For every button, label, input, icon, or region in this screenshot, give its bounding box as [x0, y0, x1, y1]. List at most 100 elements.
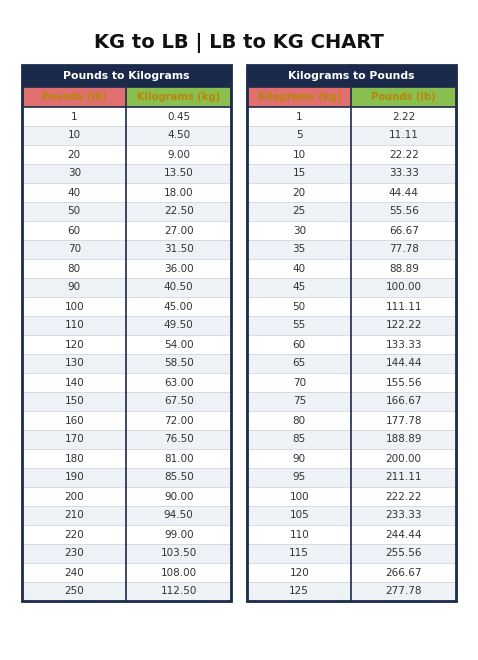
- Text: 85.50: 85.50: [164, 473, 194, 482]
- Text: 67.50: 67.50: [164, 397, 194, 407]
- Text: 90: 90: [68, 282, 81, 292]
- Text: 25: 25: [293, 207, 306, 216]
- Text: 77.78: 77.78: [389, 244, 419, 255]
- Text: 65: 65: [293, 358, 306, 368]
- Text: 230: 230: [65, 548, 84, 558]
- Bar: [351, 87, 456, 107]
- Text: 18.00: 18.00: [164, 187, 194, 197]
- Text: 90: 90: [293, 453, 306, 463]
- Text: 233.33: 233.33: [385, 510, 422, 521]
- Bar: [22, 392, 231, 411]
- Text: 170: 170: [65, 434, 84, 444]
- Bar: [22, 373, 231, 392]
- Text: 44.44: 44.44: [389, 187, 419, 197]
- Bar: [247, 183, 456, 202]
- Bar: [22, 582, 231, 601]
- Text: 22.50: 22.50: [164, 207, 194, 216]
- Text: 115: 115: [289, 548, 309, 558]
- Text: Kilograms (kg): Kilograms (kg): [137, 92, 220, 102]
- Text: 210: 210: [65, 510, 84, 521]
- Text: 140: 140: [65, 378, 84, 387]
- Bar: [247, 430, 456, 449]
- Bar: [22, 544, 231, 563]
- Text: 110: 110: [65, 321, 84, 331]
- Text: 120: 120: [289, 568, 309, 578]
- Bar: [247, 65, 456, 87]
- Text: 85: 85: [293, 434, 306, 444]
- Text: 11.11: 11.11: [389, 131, 419, 141]
- Text: Kilograms to Pounds: Kilograms to Pounds: [288, 71, 415, 81]
- Bar: [22, 430, 231, 449]
- Text: 190: 190: [65, 473, 84, 482]
- Bar: [247, 392, 456, 411]
- Bar: [22, 316, 231, 335]
- Bar: [22, 354, 231, 373]
- Bar: [127, 87, 231, 107]
- Text: 20: 20: [68, 150, 81, 160]
- Text: 66.67: 66.67: [389, 226, 419, 236]
- Text: 49.50: 49.50: [164, 321, 194, 331]
- Bar: [22, 240, 231, 259]
- Text: 99.00: 99.00: [164, 529, 194, 539]
- Text: Pounds (lb): Pounds (lb): [371, 92, 436, 102]
- Bar: [247, 411, 456, 430]
- Bar: [247, 221, 456, 240]
- Text: 58.50: 58.50: [164, 358, 194, 368]
- Text: 1: 1: [296, 112, 303, 121]
- Text: 60: 60: [293, 339, 306, 350]
- Bar: [247, 145, 456, 164]
- Text: 31.50: 31.50: [164, 244, 194, 255]
- Bar: [247, 65, 456, 601]
- Text: 55: 55: [293, 321, 306, 331]
- Bar: [247, 582, 456, 601]
- Text: 60: 60: [68, 226, 81, 236]
- Text: 90.00: 90.00: [164, 492, 194, 502]
- Bar: [247, 563, 456, 582]
- Text: Pounds to Kilograms: Pounds to Kilograms: [63, 71, 190, 81]
- Bar: [22, 107, 231, 126]
- Bar: [247, 87, 351, 107]
- Text: 177.78: 177.78: [385, 416, 422, 426]
- Text: 10: 10: [68, 131, 81, 141]
- Text: 266.67: 266.67: [385, 568, 422, 578]
- Bar: [22, 411, 231, 430]
- Text: 30: 30: [293, 226, 306, 236]
- Text: 110: 110: [289, 529, 309, 539]
- Text: 100.00: 100.00: [386, 282, 422, 292]
- Bar: [247, 525, 456, 544]
- Text: 95: 95: [293, 473, 306, 482]
- Bar: [247, 297, 456, 316]
- Bar: [22, 449, 231, 468]
- Text: Kilograms (kg): Kilograms (kg): [258, 92, 341, 102]
- Text: 72.00: 72.00: [164, 416, 194, 426]
- Text: 40: 40: [293, 263, 306, 273]
- Text: 9.00: 9.00: [167, 150, 190, 160]
- Text: KG to LB | LB to KG CHART: KG to LB | LB to KG CHART: [94, 33, 384, 53]
- Text: 180: 180: [65, 453, 84, 463]
- Bar: [22, 259, 231, 278]
- Text: 94.50: 94.50: [164, 510, 194, 521]
- Bar: [247, 373, 456, 392]
- Bar: [247, 240, 456, 259]
- Bar: [247, 259, 456, 278]
- Text: 130: 130: [65, 358, 84, 368]
- Text: 155.56: 155.56: [385, 378, 422, 387]
- Bar: [22, 145, 231, 164]
- Text: 112.50: 112.50: [161, 587, 197, 597]
- Text: 188.89: 188.89: [385, 434, 422, 444]
- Bar: [247, 335, 456, 354]
- Bar: [22, 297, 231, 316]
- Bar: [22, 525, 231, 544]
- Text: 100: 100: [290, 492, 309, 502]
- Bar: [247, 126, 456, 145]
- Text: 76.50: 76.50: [164, 434, 194, 444]
- Text: 80: 80: [293, 416, 306, 426]
- Bar: [22, 65, 231, 601]
- Text: 45.00: 45.00: [164, 302, 194, 312]
- Text: 88.89: 88.89: [389, 263, 419, 273]
- Text: 15: 15: [293, 168, 306, 178]
- Text: 5: 5: [296, 131, 303, 141]
- Text: 45: 45: [293, 282, 306, 292]
- Text: 80: 80: [68, 263, 81, 273]
- Bar: [22, 65, 231, 87]
